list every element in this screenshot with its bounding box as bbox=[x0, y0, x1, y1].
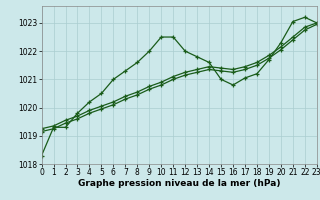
X-axis label: Graphe pression niveau de la mer (hPa): Graphe pression niveau de la mer (hPa) bbox=[78, 179, 280, 188]
